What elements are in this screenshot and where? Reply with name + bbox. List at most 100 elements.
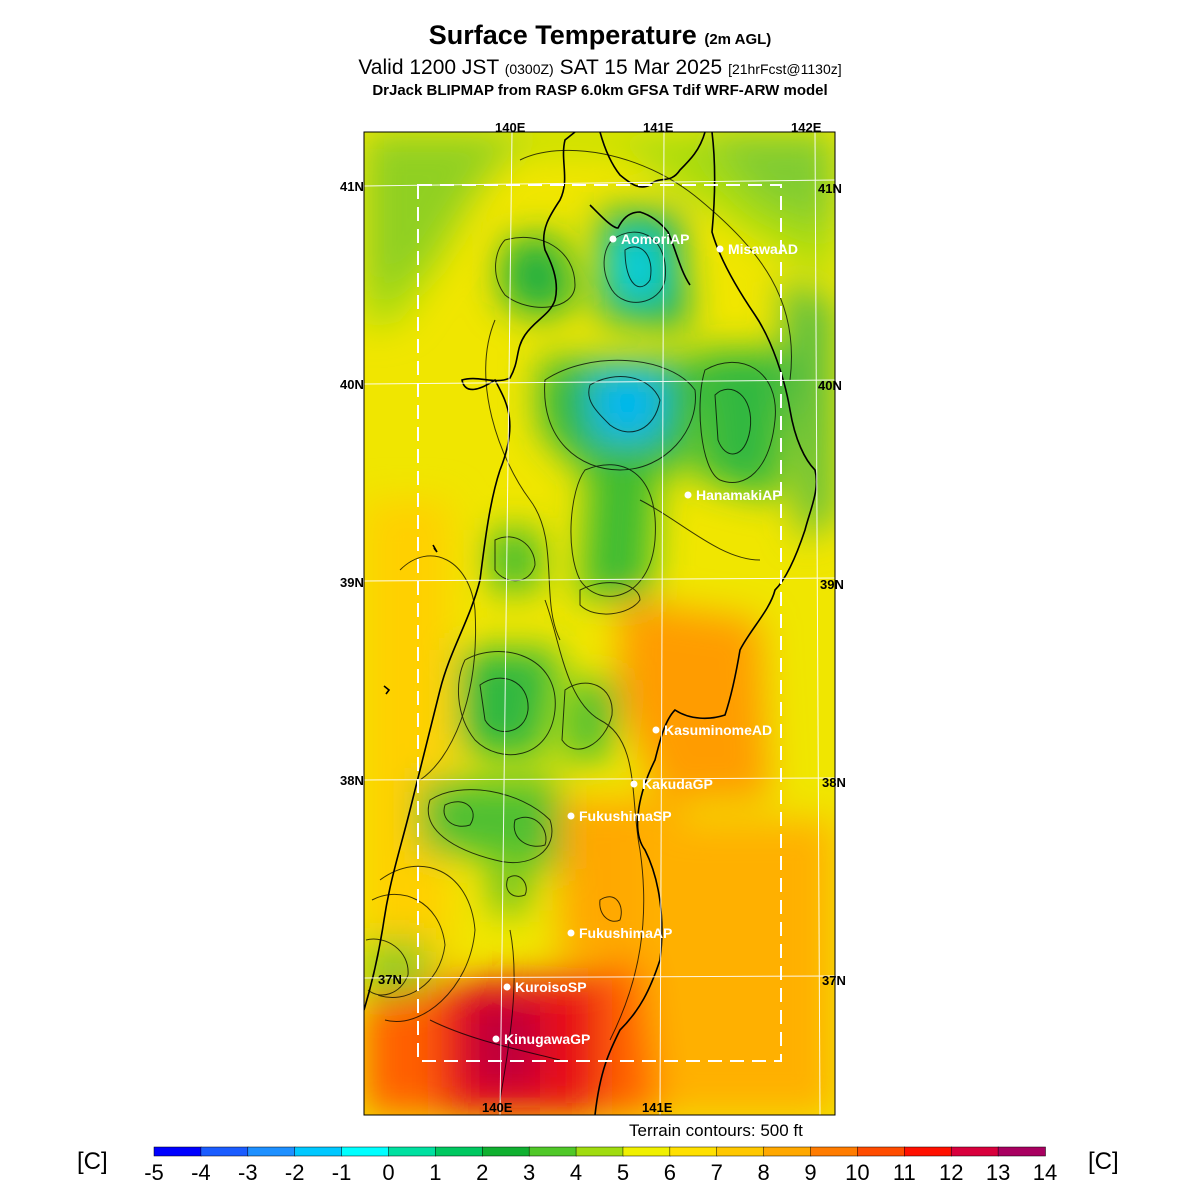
lat-label-left: 38N [340, 773, 364, 788]
station-kuroiso[interactable]: KuroisoSP [503, 979, 587, 995]
station-misawa[interactable]: MisawaAD [716, 241, 799, 257]
colorbar-swatch [810, 1146, 859, 1157]
station-label: HanamakiAP [696, 487, 782, 503]
station-aomori[interactable]: AomoriAP [609, 231, 690, 247]
colorbar-tick-label: 4 [570, 1160, 582, 1185]
station-fukushima-sp[interactable]: FukushimaSP [567, 808, 672, 824]
map-frame-content [364, 132, 835, 1115]
model-line: DrJack BLIPMAP from RASP 6.0km GFSA Tdif… [372, 82, 828, 99]
colorbar-tick-label: -5 [144, 1160, 164, 1185]
lat-label-right: 39N [820, 577, 844, 592]
colorbar-swatch [153, 1146, 202, 1157]
colorbar-swatch [482, 1146, 530, 1157]
forecast-info: [21hrFcst@1130z] [728, 61, 842, 77]
valid-zulu: (0300Z) [504, 61, 554, 77]
station-marker [630, 780, 638, 788]
colorbar-tick-label: 5 [617, 1160, 629, 1185]
colorbar-tick-label: 6 [664, 1160, 676, 1185]
colorbar-unit-right: [C] [1088, 1148, 1119, 1175]
station-marker [503, 983, 511, 991]
colorbar-tick-label: 0 [382, 1160, 394, 1185]
colorbar-tick-label: -1 [332, 1160, 352, 1185]
colorbar-swatch [904, 1146, 952, 1157]
lat-label-right: 38N [822, 775, 846, 790]
colorbar-swatch [388, 1146, 437, 1157]
lat-label-right: 41N [818, 181, 842, 196]
valid-prefix: Valid 1200 JST [358, 56, 499, 79]
terrain-contours [365, 149, 792, 1101]
colorbar-tick-label: -2 [285, 1160, 305, 1185]
coastline [364, 132, 818, 1115]
colorbar-tick-label: 14 [1033, 1160, 1057, 1185]
colorbar-tick-label: 12 [939, 1160, 963, 1185]
colorbar-tick-label: 7 [711, 1160, 723, 1185]
colorbar-tick-label: -4 [191, 1160, 211, 1185]
colorbar-swatch [435, 1146, 484, 1157]
colorbar-swatch [528, 1146, 577, 1157]
station-kinugawa[interactable]: KinugawaGP [492, 1031, 591, 1047]
colorbar-tick-label: 11 [893, 1160, 916, 1185]
station-label: FukushimaSP [579, 808, 672, 824]
colorbar-swatch [247, 1146, 296, 1157]
station-marker [492, 1035, 500, 1043]
grid-labels: 140E 141E 142E 140E 141E 41N 40N 39N 38N… [340, 120, 846, 1115]
lat-label-right: 37N [822, 973, 846, 988]
station-label: KuroisoSP [515, 979, 587, 995]
station-marker [652, 726, 660, 734]
colorbar-swatch [857, 1146, 906, 1157]
station-label: FukushimaAP [579, 925, 672, 941]
station-label: KakudaGP [642, 776, 713, 792]
lon-label-bottom: 140E [482, 1100, 513, 1115]
title-main: Surface Temperature [428, 20, 697, 50]
station-label: KinugawaGP [504, 1031, 590, 1047]
colorbar-swatch [341, 1146, 390, 1157]
colorbar-swatch [669, 1146, 718, 1157]
colorbar-swatch [950, 1146, 999, 1157]
station-marker [567, 812, 575, 820]
colorbar-tick-label: 9 [804, 1160, 816, 1185]
title-suffix: (2m AGL) [704, 31, 772, 48]
station-kakuda[interactable]: KakudaGP [630, 776, 713, 792]
station-label: AomoriAP [621, 231, 689, 247]
colorbar-tick-label: 2 [476, 1160, 488, 1185]
lat-label-right: 40N [818, 378, 842, 393]
map-frame [363, 131, 836, 1116]
colorbar-swatch [575, 1146, 624, 1157]
colorbar-tick-label: 3 [523, 1160, 535, 1185]
colorbar-swatch [716, 1146, 765, 1157]
colorbar-tick-label: -3 [238, 1160, 258, 1185]
chart-title: Surface Temperature (2m AGL) [0, 20, 1200, 51]
station-label: MisawaAD [728, 241, 798, 257]
colorbar-swatch [200, 1146, 249, 1157]
stations: AomoriAP MisawaAD HanamakiAP KasuminomeA… [492, 231, 799, 1047]
station-marker [567, 929, 575, 937]
valid-time-line: Valid 1200 JST (0300Z) SAT 15 Mar 2025 [… [0, 56, 1200, 80]
lon-label-top: 142E [791, 120, 822, 135]
station-hanamaki[interactable]: HanamakiAP [684, 487, 782, 503]
station-marker [716, 245, 724, 253]
lat-label-left: 39N [340, 575, 364, 590]
inner-domain-box [417, 184, 782, 1062]
colorbar-swatch [997, 1146, 1046, 1157]
colorbar-tick-label: 8 [758, 1160, 770, 1185]
station-kasuminome[interactable]: KasuminomeAD [652, 722, 773, 738]
lat-label-left: 41N [340, 179, 364, 194]
station-marker [609, 235, 617, 243]
valid-date: SAT 15 Mar 2025 [559, 56, 723, 79]
colorbar-unit-left: [C] [77, 1148, 108, 1175]
terrain-contour-note: Terrain contours: 500 ft [629, 1121, 803, 1140]
colorbar-swatch [622, 1146, 671, 1157]
colorbar: -5 -4 -3 -2 -1 0 1 2 3 4 5 6 7 8 9 10 11 12 13 14 [144, 1146, 1057, 1185]
colorbar-tick-label: 1 [429, 1160, 441, 1185]
lat-label-left: 40N [340, 377, 364, 392]
lon-label-bottom: 141E [642, 1100, 673, 1115]
station-fukushima-ap[interactable]: FukushimaAP [567, 925, 673, 941]
lat-label-left: 37N [378, 972, 402, 987]
lon-label-top: 141E [643, 120, 674, 135]
station-marker [684, 491, 692, 499]
lon-label-top: 140E [495, 120, 526, 135]
colorbar-swatch [763, 1146, 812, 1157]
colorbar-tick-label: 13 [986, 1160, 1010, 1185]
colorbar-tick-label: 10 [845, 1160, 869, 1185]
